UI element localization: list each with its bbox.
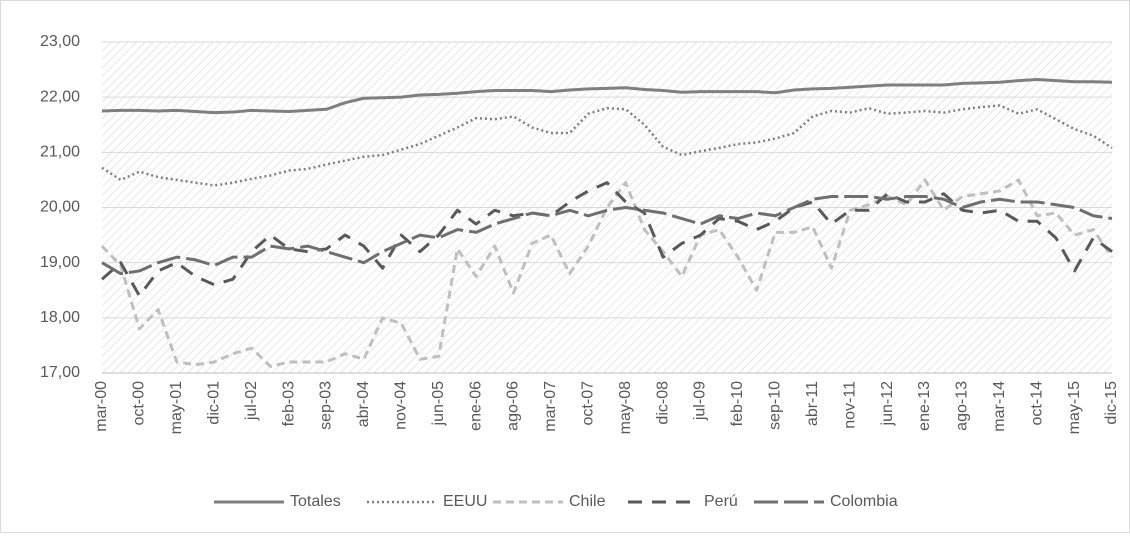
series-line (101, 194, 1113, 276)
x-tick-label: jun-12 (879, 381, 896, 427)
x-tick-label: oct-14 (1028, 381, 1045, 426)
y-tick-label: 22,00 (40, 88, 80, 105)
legend-label: Perú (704, 493, 738, 510)
legend-label: EEUU (443, 493, 487, 510)
series-line (101, 104, 1113, 187)
x-tick-label: may-15 (1066, 381, 1083, 434)
x-tick-label: mar-14 (991, 381, 1008, 432)
x-tick-label: dic-15 (1103, 381, 1120, 425)
legend-label: Totales (290, 493, 341, 510)
x-tick-label: abr-11 (804, 381, 821, 426)
x-tick-label: may-08 (617, 381, 634, 434)
x-tick-label: ago-06 (505, 381, 522, 431)
x-tick-label: nov-11 (841, 381, 858, 429)
x-tick-label: jul-09 (692, 381, 709, 421)
legend-label: Colombia (830, 493, 898, 510)
x-tick-label: feb-10 (729, 381, 746, 426)
series-line (101, 78, 1113, 115)
x-tick-label: jul-02 (243, 381, 260, 421)
x-tick-label: oct-00 (131, 381, 148, 426)
series-line (101, 181, 1113, 298)
y-tick-label: 18,00 (40, 309, 80, 326)
x-tick-label: dic-01 (205, 381, 222, 425)
x-tick-label: feb-03 (280, 381, 297, 426)
y-tick-label: 23,00 (40, 33, 80, 50)
x-tick-label: jun-05 (430, 381, 447, 427)
legend-label: Chile (569, 493, 606, 510)
x-tick-label: abr-04 (355, 381, 372, 427)
series-line (100, 178, 1114, 368)
y-tick-label: 21,00 (40, 144, 80, 161)
x-tick-label: sep-03 (318, 381, 335, 430)
x-tick-label: oct-07 (580, 381, 597, 426)
x-tick-label: ene-06 (467, 381, 484, 431)
x-tick-label: dic-08 (654, 381, 671, 425)
y-tick-label: 19,00 (40, 254, 80, 271)
x-tick-label: mar-00 (93, 381, 110, 432)
x-tick-label: may-01 (168, 381, 185, 434)
x-tick-label: mar-07 (542, 381, 559, 432)
x-tick-label: ene-13 (916, 381, 933, 431)
x-tick-label: sep-10 (767, 381, 784, 430)
x-tick-label: nov-04 (392, 381, 409, 430)
y-tick-label: 20,00 (40, 199, 80, 216)
x-tick-label: ago-13 (954, 381, 971, 431)
y-tick-label: 17,00 (40, 364, 80, 381)
